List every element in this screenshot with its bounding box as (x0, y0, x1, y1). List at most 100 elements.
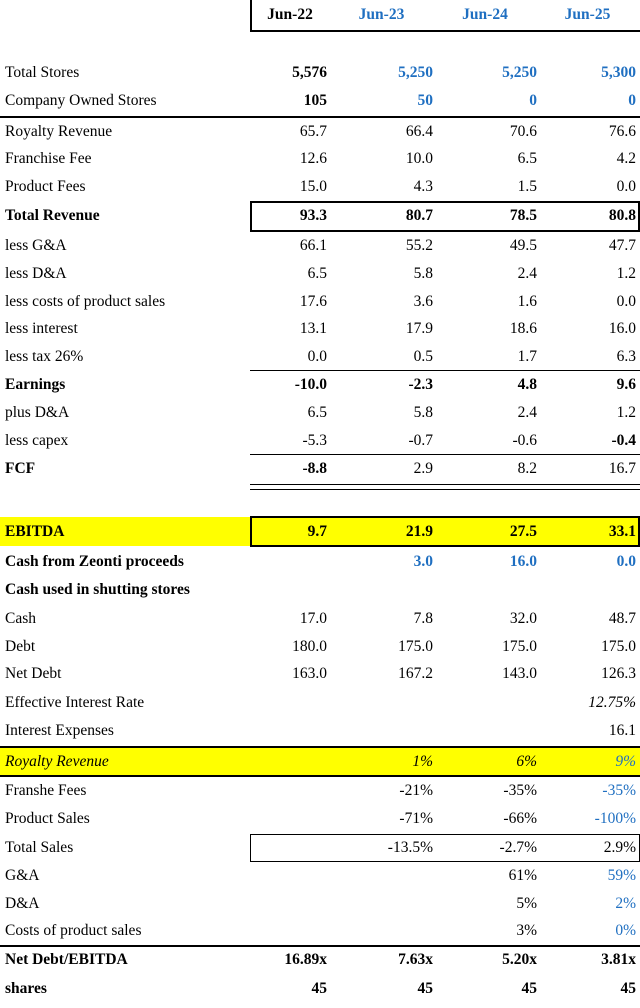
cell-jun25[interactable]: 1.2 (616, 404, 636, 421)
cell-jun23[interactable]: -0.7 (408, 432, 433, 449)
cell-jun24[interactable] (433, 576, 537, 604)
col-header-jun24[interactable]: Jun-24 (462, 6, 508, 23)
cell-jun25[interactable]: 0.0 (616, 178, 636, 195)
cell-jun25[interactable]: 59% (607, 867, 636, 884)
cell-jun24[interactable] (433, 717, 537, 745)
cell-jun25[interactable]: 0.0 (616, 553, 636, 570)
cell-jun22[interactable]: 17.6 (299, 293, 327, 310)
cell-jun22[interactable]: 16.89x (284, 951, 327, 968)
cell-jun24[interactable]: 143.0 (502, 665, 537, 682)
cell-jun23[interactable]: -2.3 (408, 376, 433, 393)
cell-jun22[interactable]: 13.1 (299, 320, 327, 337)
cell-jun23[interactable]: 10.0 (405, 150, 433, 167)
cell-jun25[interactable]: 16.7 (608, 460, 636, 477)
cell-jun25[interactable]: 9.6 (616, 376, 636, 393)
cell-jun25[interactable]: 80.8 (608, 207, 636, 224)
cell-jun24[interactable]: 5,250 (502, 64, 537, 81)
cell-jun25[interactable]: -100% (594, 810, 636, 827)
cell-jun23[interactable]: 167.2 (398, 665, 433, 682)
cell-jun23[interactable]: 1% (412, 752, 433, 770)
cell-jun22[interactable]: 15.0 (299, 178, 327, 195)
cell-jun25[interactable]: 0.0 (616, 293, 636, 310)
cell-jun24[interactable]: 18.6 (509, 320, 537, 337)
cell-jun22[interactable] (250, 747, 330, 776)
cell-jun22[interactable]: -8.8 (302, 460, 327, 477)
cell-jun24[interactable]: 27.5 (509, 522, 537, 540)
cell-jun24[interactable]: 5.20x (502, 951, 537, 968)
cell-jun23[interactable] (330, 917, 433, 945)
cell-jun23[interactable]: 80.7 (405, 207, 433, 224)
cell-jun24[interactable] (433, 689, 537, 717)
cell-jun23[interactable]: 5.8 (413, 404, 433, 421)
cell-jun22[interactable] (250, 917, 330, 945)
cell-jun23[interactable]: 7.8 (413, 610, 433, 627)
cell-jun23[interactable]: 50 (417, 92, 434, 109)
cell-jun23[interactable]: 5.8 (413, 265, 433, 282)
cell-jun25[interactable]: 0% (615, 922, 636, 939)
cell-jun25[interactable]: 4.2 (616, 150, 636, 167)
cell-jun23[interactable]: 66.4 (405, 123, 433, 140)
cell-jun23[interactable] (330, 890, 433, 918)
cell-jun22[interactable]: 12.6 (299, 150, 327, 167)
cell-jun23[interactable]: -13.5% (387, 839, 433, 856)
cell-jun23[interactable]: 3.6 (413, 293, 433, 310)
cell-jun25[interactable]: 48.7 (608, 610, 636, 627)
cell-jun24[interactable]: 1.6 (517, 293, 537, 310)
cell-jun22[interactable]: 65.7 (299, 123, 327, 140)
cell-jun24[interactable]: 0 (529, 92, 537, 109)
cell-jun25[interactable]: 2.9% (603, 839, 636, 856)
cell-jun25[interactable]: 9% (615, 752, 636, 770)
cell-jun22[interactable]: -5.3 (302, 432, 327, 449)
cell-jun22[interactable] (250, 890, 330, 918)
cell-jun22[interactable]: 5,576 (292, 64, 327, 81)
cell-jun24[interactable]: 8.2 (517, 460, 537, 477)
cell-jun22[interactable]: 0.0 (307, 348, 327, 365)
cell-jun25[interactable]: -35% (602, 782, 636, 799)
cell-jun24[interactable]: 16.0 (509, 553, 537, 570)
cell-jun24[interactable]: 32.0 (509, 610, 537, 627)
cell-jun23[interactable]: 21.9 (405, 522, 433, 540)
cell-jun24[interactable]: 1.7 (517, 348, 537, 365)
cell-jun23[interactable]: 45 (417, 980, 434, 997)
cell-jun24[interactable]: 5% (516, 895, 537, 912)
cell-jun25[interactable]: 76.6 (608, 123, 636, 140)
cell-jun23[interactable]: 55.2 (405, 237, 433, 254)
cell-jun22[interactable]: 45 (311, 980, 328, 997)
cell-jun22[interactable]: 6.5 (307, 265, 327, 282)
cell-jun25[interactable]: 5,300 (601, 64, 636, 81)
cell-jun23[interactable]: 7.63x (398, 951, 433, 968)
cell-jun22[interactable] (250, 862, 330, 890)
cell-jun24[interactable]: 78.5 (509, 207, 537, 224)
cell-jun22[interactable]: 17.0 (299, 610, 327, 627)
cell-jun25[interactable]: 16.1 (608, 722, 636, 739)
cell-jun25[interactable]: -0.4 (611, 432, 636, 449)
cell-jun24[interactable]: 4.8 (517, 376, 537, 393)
cell-jun25[interactable]: 1.2 (616, 265, 636, 282)
cell-jun23[interactable] (330, 576, 433, 604)
cell-jun23[interactable]: 2.9 (413, 460, 433, 477)
cell-jun23[interactable]: 17.9 (405, 320, 433, 337)
cell-jun24[interactable]: -66% (503, 810, 537, 827)
cell-jun24[interactable]: 175.0 (502, 638, 537, 655)
col-header-jun23[interactable]: Jun-23 (358, 6, 405, 23)
cell-jun22[interactable]: 93.3 (299, 207, 327, 224)
cell-jun25[interactable]: 33.1 (608, 522, 636, 540)
cell-jun22[interactable]: 105 (303, 92, 327, 109)
cell-jun23[interactable]: 4.3 (413, 178, 433, 195)
cell-jun24[interactable]: 6% (516, 752, 537, 770)
cell-jun23[interactable]: -21% (399, 782, 433, 799)
cell-jun22[interactable]: 9.7 (307, 522, 327, 540)
cell-jun23[interactable]: 175.0 (398, 638, 433, 655)
cell-jun22[interactable]: 66.1 (299, 237, 327, 254)
cell-jun23[interactable]: -71% (399, 810, 433, 827)
cell-jun24[interactable]: 45 (521, 980, 538, 997)
cell-jun25[interactable]: 47.7 (608, 237, 636, 254)
cell-jun24[interactable]: 6.5 (517, 150, 537, 167)
cell-jun22[interactable] (250, 548, 330, 576)
cell-jun25[interactable]: 175.0 (601, 638, 636, 655)
cell-jun22[interactable] (250, 576, 330, 604)
cell-jun25[interactable]: 3.81x (601, 951, 636, 968)
cell-jun22[interactable]: 163.0 (292, 665, 327, 682)
cell-jun24[interactable]: -0.6 (512, 432, 537, 449)
cell-jun24[interactable]: 1.5 (517, 178, 537, 195)
